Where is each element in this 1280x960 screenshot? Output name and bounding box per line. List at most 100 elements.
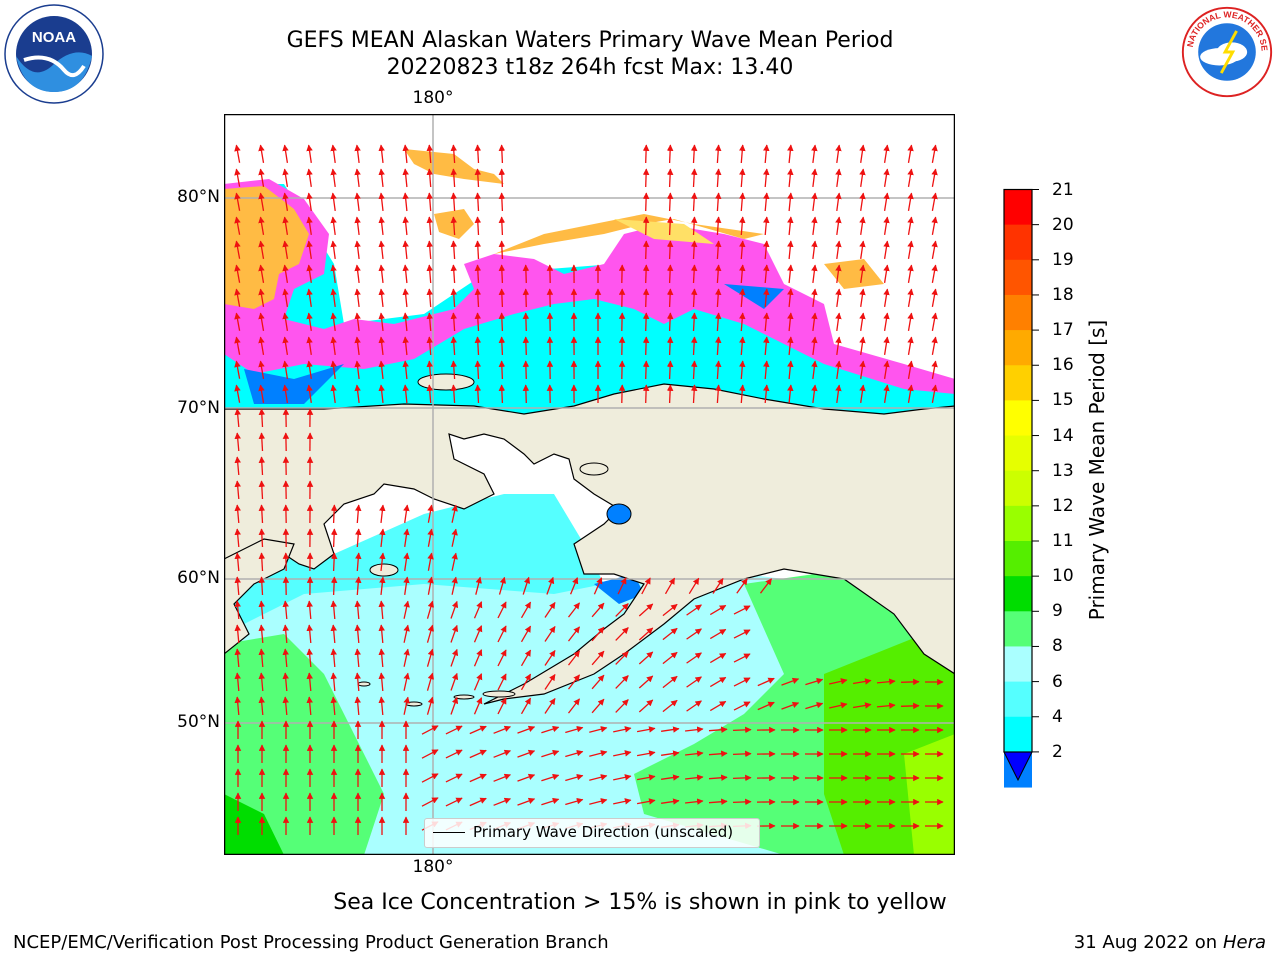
wave-direction-arrow [234,504,241,524]
wave-direction-arrow [354,648,361,668]
wave-direction-arrow [282,384,289,404]
wave-direction-arrow [907,144,914,164]
wave-direction-arrow [306,336,313,355]
wave-direction-arrow [450,336,458,356]
lon-label-bottom: 180° [412,857,454,877]
legend-label: Primary Wave Direction (unscaled) [473,823,734,841]
wave-direction-arrow [666,216,674,236]
wave-direction-arrow [474,336,482,356]
wave-direction-arrow [763,384,770,404]
wave-direction-arrow [666,360,674,380]
wave-direction-arrow [427,552,434,571]
wave-direction-arrow [615,603,629,617]
wave-direction-arrow [427,576,434,595]
wave-direction-arrow [666,192,674,212]
wave-direction-arrow [234,552,241,572]
wave-direction-arrow [258,432,266,452]
wave-direction-arrow [403,672,410,691]
wave-direction-arrow [378,384,385,403]
wave-direction-arrow [859,216,866,235]
wave-direction-arrow [354,624,361,644]
wave-direction-arrow [450,360,458,380]
footer-date-text: 31 Aug 2022 on [1073,932,1218,953]
wave-direction-arrow [565,773,584,782]
wave-direction-arrow [593,577,603,595]
wave-direction-arrow [522,336,530,356]
footer-date: 31 Aug 2022 on Hera [1074,932,1266,953]
wave-direction-arrow [426,312,433,332]
wave-direction-arrow [517,749,536,758]
wave-direction-arrow [426,144,433,164]
wave-direction-arrow [781,701,800,710]
wave-direction-arrow [354,288,361,307]
wave-direction-arrow [234,576,241,596]
wave-direction-arrow [234,696,241,716]
wave-direction-arrow [567,650,581,666]
wave-direction-arrow [258,408,266,428]
wave-direction-arrow [835,144,842,163]
wave-direction-arrow [690,192,698,212]
wave-direction-arrow [517,773,536,782]
wave-direction-arrow [709,676,727,688]
wave-direction-arrow [642,144,650,164]
wave-direction-arrow [234,144,241,163]
wave-direction-arrow [642,288,650,308]
wave-direction-arrow [330,552,338,572]
wave-direction-arrow [546,576,555,595]
wave-direction-arrow [234,528,241,548]
wave-direction-arrow [330,144,337,163]
colorbar-tick-label: 17 [1052,320,1074,341]
wave-direction-arrow [517,725,536,734]
wave-direction-arrow [282,264,289,284]
wave-direction-arrow [859,384,866,403]
noaa-logo-text: NOAA [32,29,76,46]
wave-direction-arrow [739,240,746,260]
wave-direction-arrow [306,360,313,379]
wave-direction-arrow [931,288,938,308]
colorbar-tick-label: 18 [1052,284,1074,305]
wave-direction-arrow [636,750,656,757]
wave-direction-arrow [852,678,872,685]
wave-direction-arrow [234,480,241,500]
wave-direction-arrow [733,605,751,615]
wave-direction-arrow [354,144,361,163]
wave-direction-arrow [883,240,890,260]
wave-direction-arrow [426,192,433,212]
wave-direction-arrow [589,774,608,781]
wave-direction-arrow [522,576,531,595]
wave-direction-arrow [450,672,459,691]
wave-direction-arrow [282,360,289,380]
wave-direction-arrow [666,312,674,332]
wave-direction-arrow [421,749,439,759]
wave-direction-arrow [234,168,241,187]
wave-direction-arrow [714,264,722,284]
wave-direction-arrow [666,240,674,260]
wave-direction-arrow [234,360,241,379]
wave-direction-arrow [615,627,629,641]
wave-direction-arrow [354,168,361,187]
sea-ice-note: Sea Ice Concentration > 15% is shown in … [333,890,947,915]
wave-direction-arrow [835,384,842,403]
wave-direction-arrow [258,216,265,236]
wave-direction-arrow [666,384,674,404]
wave-direction-arrow [591,626,605,642]
wave-direction-arrow [426,240,433,260]
wave-direction-arrow [473,673,483,691]
wave-direction-arrow [739,336,746,356]
colorbar-bin [1004,470,1032,507]
wave-direction-arrow [451,552,458,571]
wave-direction-arrow [451,528,458,547]
wave-direction-arrow [474,168,482,188]
wave-direction-arrow [474,288,482,308]
wave-direction-arrow [907,216,914,236]
wave-direction-arrow [522,384,530,404]
wave-direction-arrow [520,649,532,667]
legend-line-sample [433,832,465,833]
wave-direction-arrow [378,696,385,716]
wave-direction-arrow [907,288,914,308]
wave-direction-arrow [403,600,410,619]
wave-direction-arrow [497,673,507,691]
wave-direction-arrow [402,144,409,164]
wave-direction-arrow [567,698,581,714]
wave-direction-arrow [688,577,700,595]
